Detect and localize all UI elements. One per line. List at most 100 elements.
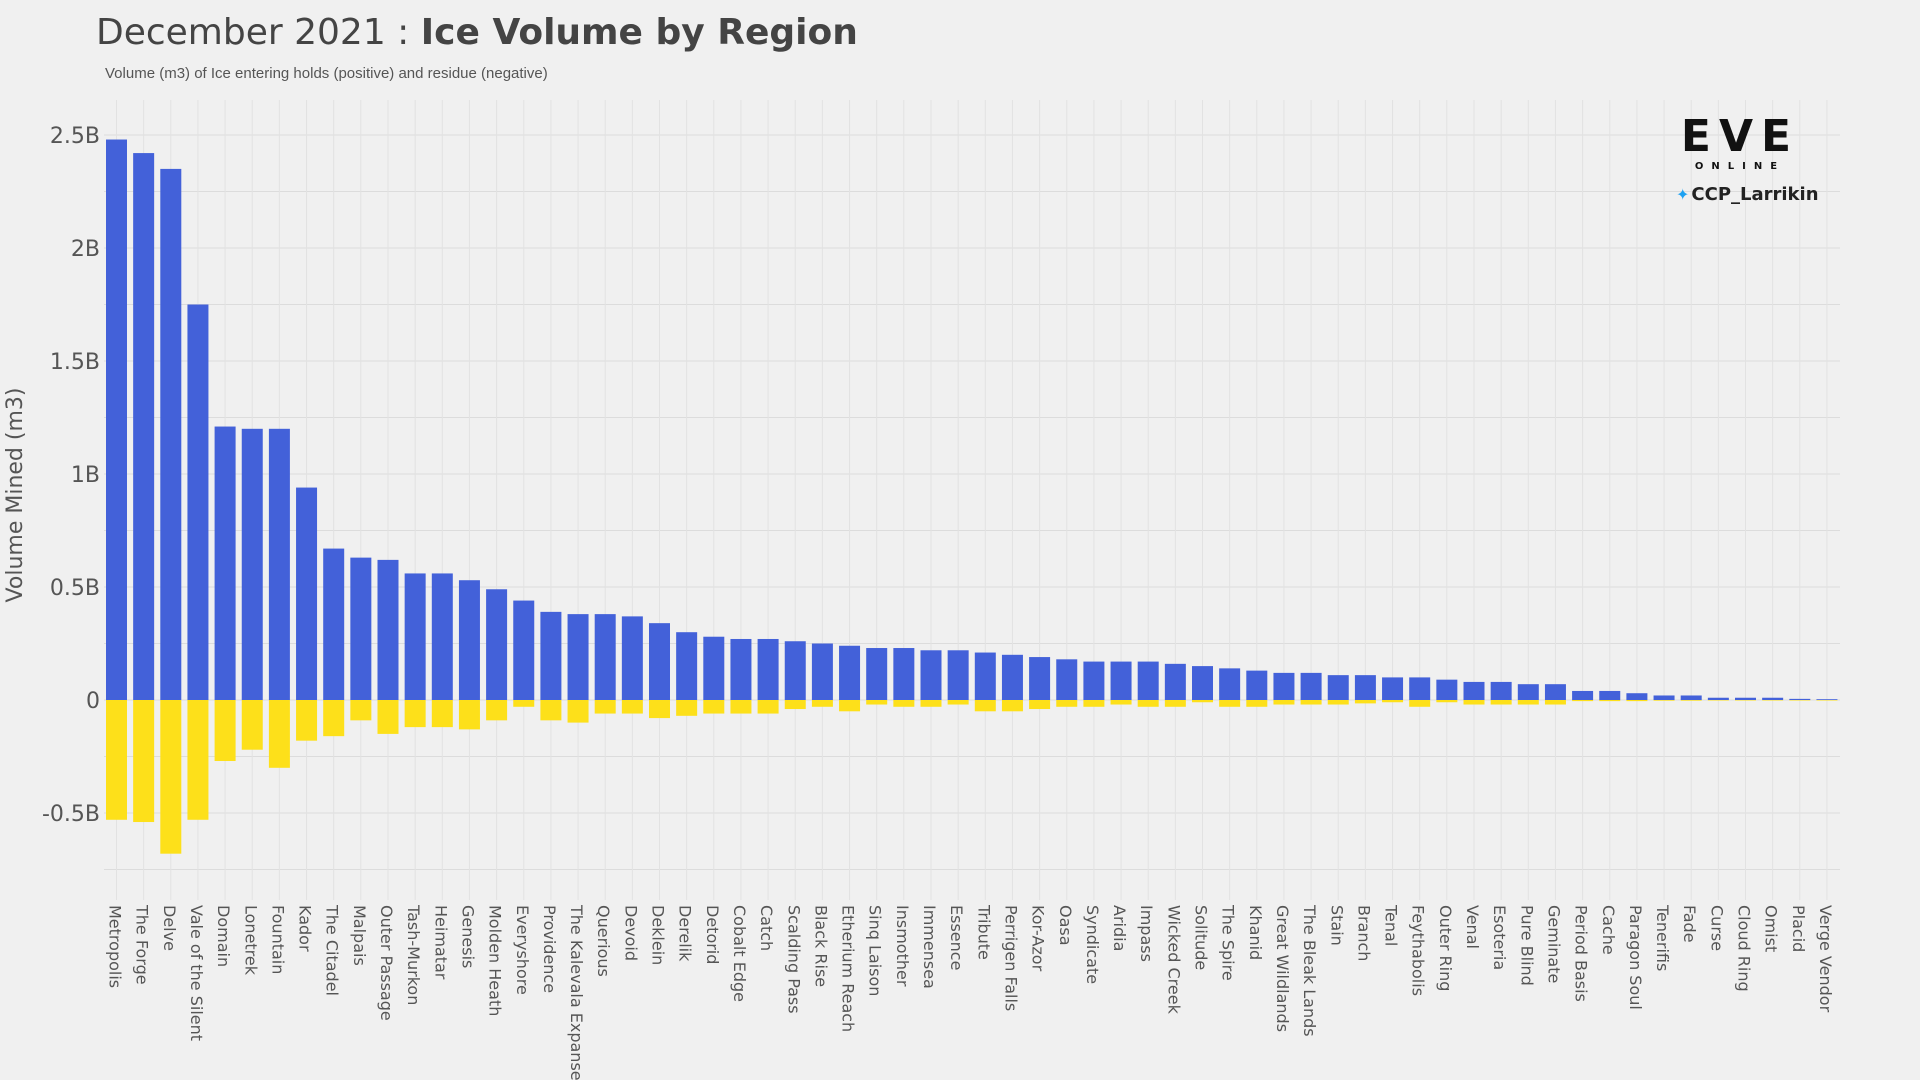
x-tick-label: Verge Vendor bbox=[1816, 905, 1835, 1013]
x-tick-label: The Bleak Lands bbox=[1300, 904, 1319, 1037]
bar-positive bbox=[1517, 684, 1539, 700]
bar-negative bbox=[1816, 700, 1838, 701]
bar-negative bbox=[486, 700, 508, 721]
bar-negative bbox=[1056, 700, 1078, 707]
x-tick-label: The Forge bbox=[133, 904, 152, 985]
bar-positive bbox=[214, 426, 236, 700]
bar-positive bbox=[811, 643, 833, 700]
bar-positive bbox=[431, 573, 453, 700]
bar-positive bbox=[1572, 690, 1594, 700]
bar-positive bbox=[377, 559, 399, 700]
x-tick-label: Derelik bbox=[676, 905, 695, 962]
x-tick-label: Querious bbox=[594, 905, 613, 977]
x-tick-label: Perrigen Falls bbox=[1001, 905, 1020, 1011]
handle-text: CCP_Larrikin bbox=[1691, 184, 1819, 205]
x-tick-label: Domain bbox=[214, 905, 233, 967]
bar-negative bbox=[1762, 700, 1784, 701]
bar-negative bbox=[1707, 700, 1729, 701]
bar-negative bbox=[1246, 700, 1268, 707]
y-tick-label: 1B bbox=[71, 463, 100, 488]
bar-negative bbox=[1626, 700, 1648, 702]
x-tick-label: Omist bbox=[1762, 905, 1781, 952]
bar-negative bbox=[703, 700, 725, 714]
x-tick-label: Tash-Murkon bbox=[404, 904, 423, 1005]
bar-positive bbox=[947, 650, 969, 700]
bar-positive bbox=[1409, 677, 1431, 700]
bar-positive bbox=[839, 645, 861, 700]
bar-positive bbox=[1246, 670, 1268, 700]
bar-negative bbox=[594, 700, 616, 714]
bar-positive bbox=[133, 153, 155, 700]
bar-positive bbox=[1626, 693, 1648, 700]
x-tick-label: Tenal bbox=[1382, 904, 1401, 946]
bar-negative bbox=[974, 700, 996, 712]
bar-negative bbox=[513, 700, 535, 707]
eve-online-logo: EVE ONLINE bbox=[1672, 111, 1808, 173]
bar-negative bbox=[784, 700, 806, 710]
y-tick-label: 1.5B bbox=[50, 350, 100, 375]
x-tick-label: Feythabolis bbox=[1409, 905, 1428, 996]
bar-positive bbox=[974, 652, 996, 700]
bar-negative bbox=[1382, 700, 1404, 703]
bar-negative bbox=[540, 700, 562, 721]
x-tick-label: Oasa bbox=[1056, 905, 1075, 946]
x-tick-label: Geminate bbox=[1544, 905, 1563, 983]
bar-positive bbox=[486, 589, 508, 700]
bar-positive bbox=[1164, 663, 1186, 700]
bar-positive bbox=[513, 600, 535, 700]
bar-positive bbox=[160, 168, 182, 700]
bar-negative bbox=[621, 700, 643, 714]
x-tick-label: Placid bbox=[1789, 905, 1808, 952]
bar-negative bbox=[1083, 700, 1105, 707]
bar-positive bbox=[1300, 672, 1322, 700]
bar-positive bbox=[1707, 697, 1729, 700]
x-tick-label: Everyshore bbox=[513, 905, 532, 995]
bar-negative bbox=[350, 700, 372, 721]
bar-positive bbox=[703, 636, 725, 700]
bar-positive bbox=[1735, 697, 1756, 700]
bar-positive bbox=[1219, 668, 1241, 700]
bar-negative bbox=[1110, 700, 1132, 705]
bar-negative bbox=[458, 700, 480, 730]
bar-negative bbox=[1219, 700, 1241, 707]
x-tick-label: Cobalt Edge bbox=[730, 905, 749, 1002]
x-tick-label: Immensea bbox=[920, 905, 939, 989]
x-tick-label: Vale of the Silent bbox=[187, 905, 206, 1041]
bar-negative bbox=[1137, 700, 1159, 707]
bar-positive bbox=[540, 611, 562, 700]
bar-negative bbox=[947, 700, 969, 705]
bar-positive bbox=[1816, 699, 1838, 700]
x-tick-label: Metropolis bbox=[106, 905, 125, 988]
twitter-icon: ✦ bbox=[1676, 185, 1690, 204]
bar-negative bbox=[649, 700, 670, 719]
x-tick-label: Paragon Soul bbox=[1626, 905, 1645, 1010]
bar-negative bbox=[1572, 700, 1594, 702]
bar-positive bbox=[893, 648, 915, 700]
x-tick-label: Detorid bbox=[703, 905, 722, 964]
bar-negative bbox=[567, 700, 589, 723]
x-tick-label: The Kalevala Expanse bbox=[567, 904, 586, 1080]
chart-title: December 2021 : Ice Volume by Region bbox=[96, 12, 858, 53]
bar-negative bbox=[187, 700, 209, 820]
x-tick-label: Tribute bbox=[974, 904, 993, 960]
x-tick-label: Insmother bbox=[893, 905, 912, 987]
y-tick-label: 0 bbox=[86, 689, 100, 714]
bar-negative bbox=[1463, 700, 1485, 705]
x-tick-label: Fade bbox=[1680, 905, 1699, 943]
bar-positive bbox=[621, 616, 643, 700]
bar-negative bbox=[377, 700, 399, 734]
title-prefix: December 2021 : bbox=[96, 12, 421, 53]
x-tick-label: Khanid bbox=[1246, 905, 1265, 960]
bar-negative bbox=[1436, 700, 1458, 703]
chart-subtitle: Volume (m3) of Ice entering holds (posit… bbox=[105, 65, 548, 82]
logo-text: EVE bbox=[1680, 111, 1800, 162]
x-tick-label: Pure Blind bbox=[1517, 905, 1536, 986]
bar-positive bbox=[1137, 661, 1159, 700]
bar-positive bbox=[106, 139, 127, 700]
bar-negative bbox=[1653, 700, 1675, 701]
bar-positive bbox=[1192, 666, 1213, 700]
bar-negative bbox=[757, 700, 779, 714]
bar-negative bbox=[1680, 700, 1702, 701]
twitter-handle[interactable]: ✦ CCP_Larrikin bbox=[1676, 184, 1819, 205]
bar-positive bbox=[350, 557, 372, 700]
